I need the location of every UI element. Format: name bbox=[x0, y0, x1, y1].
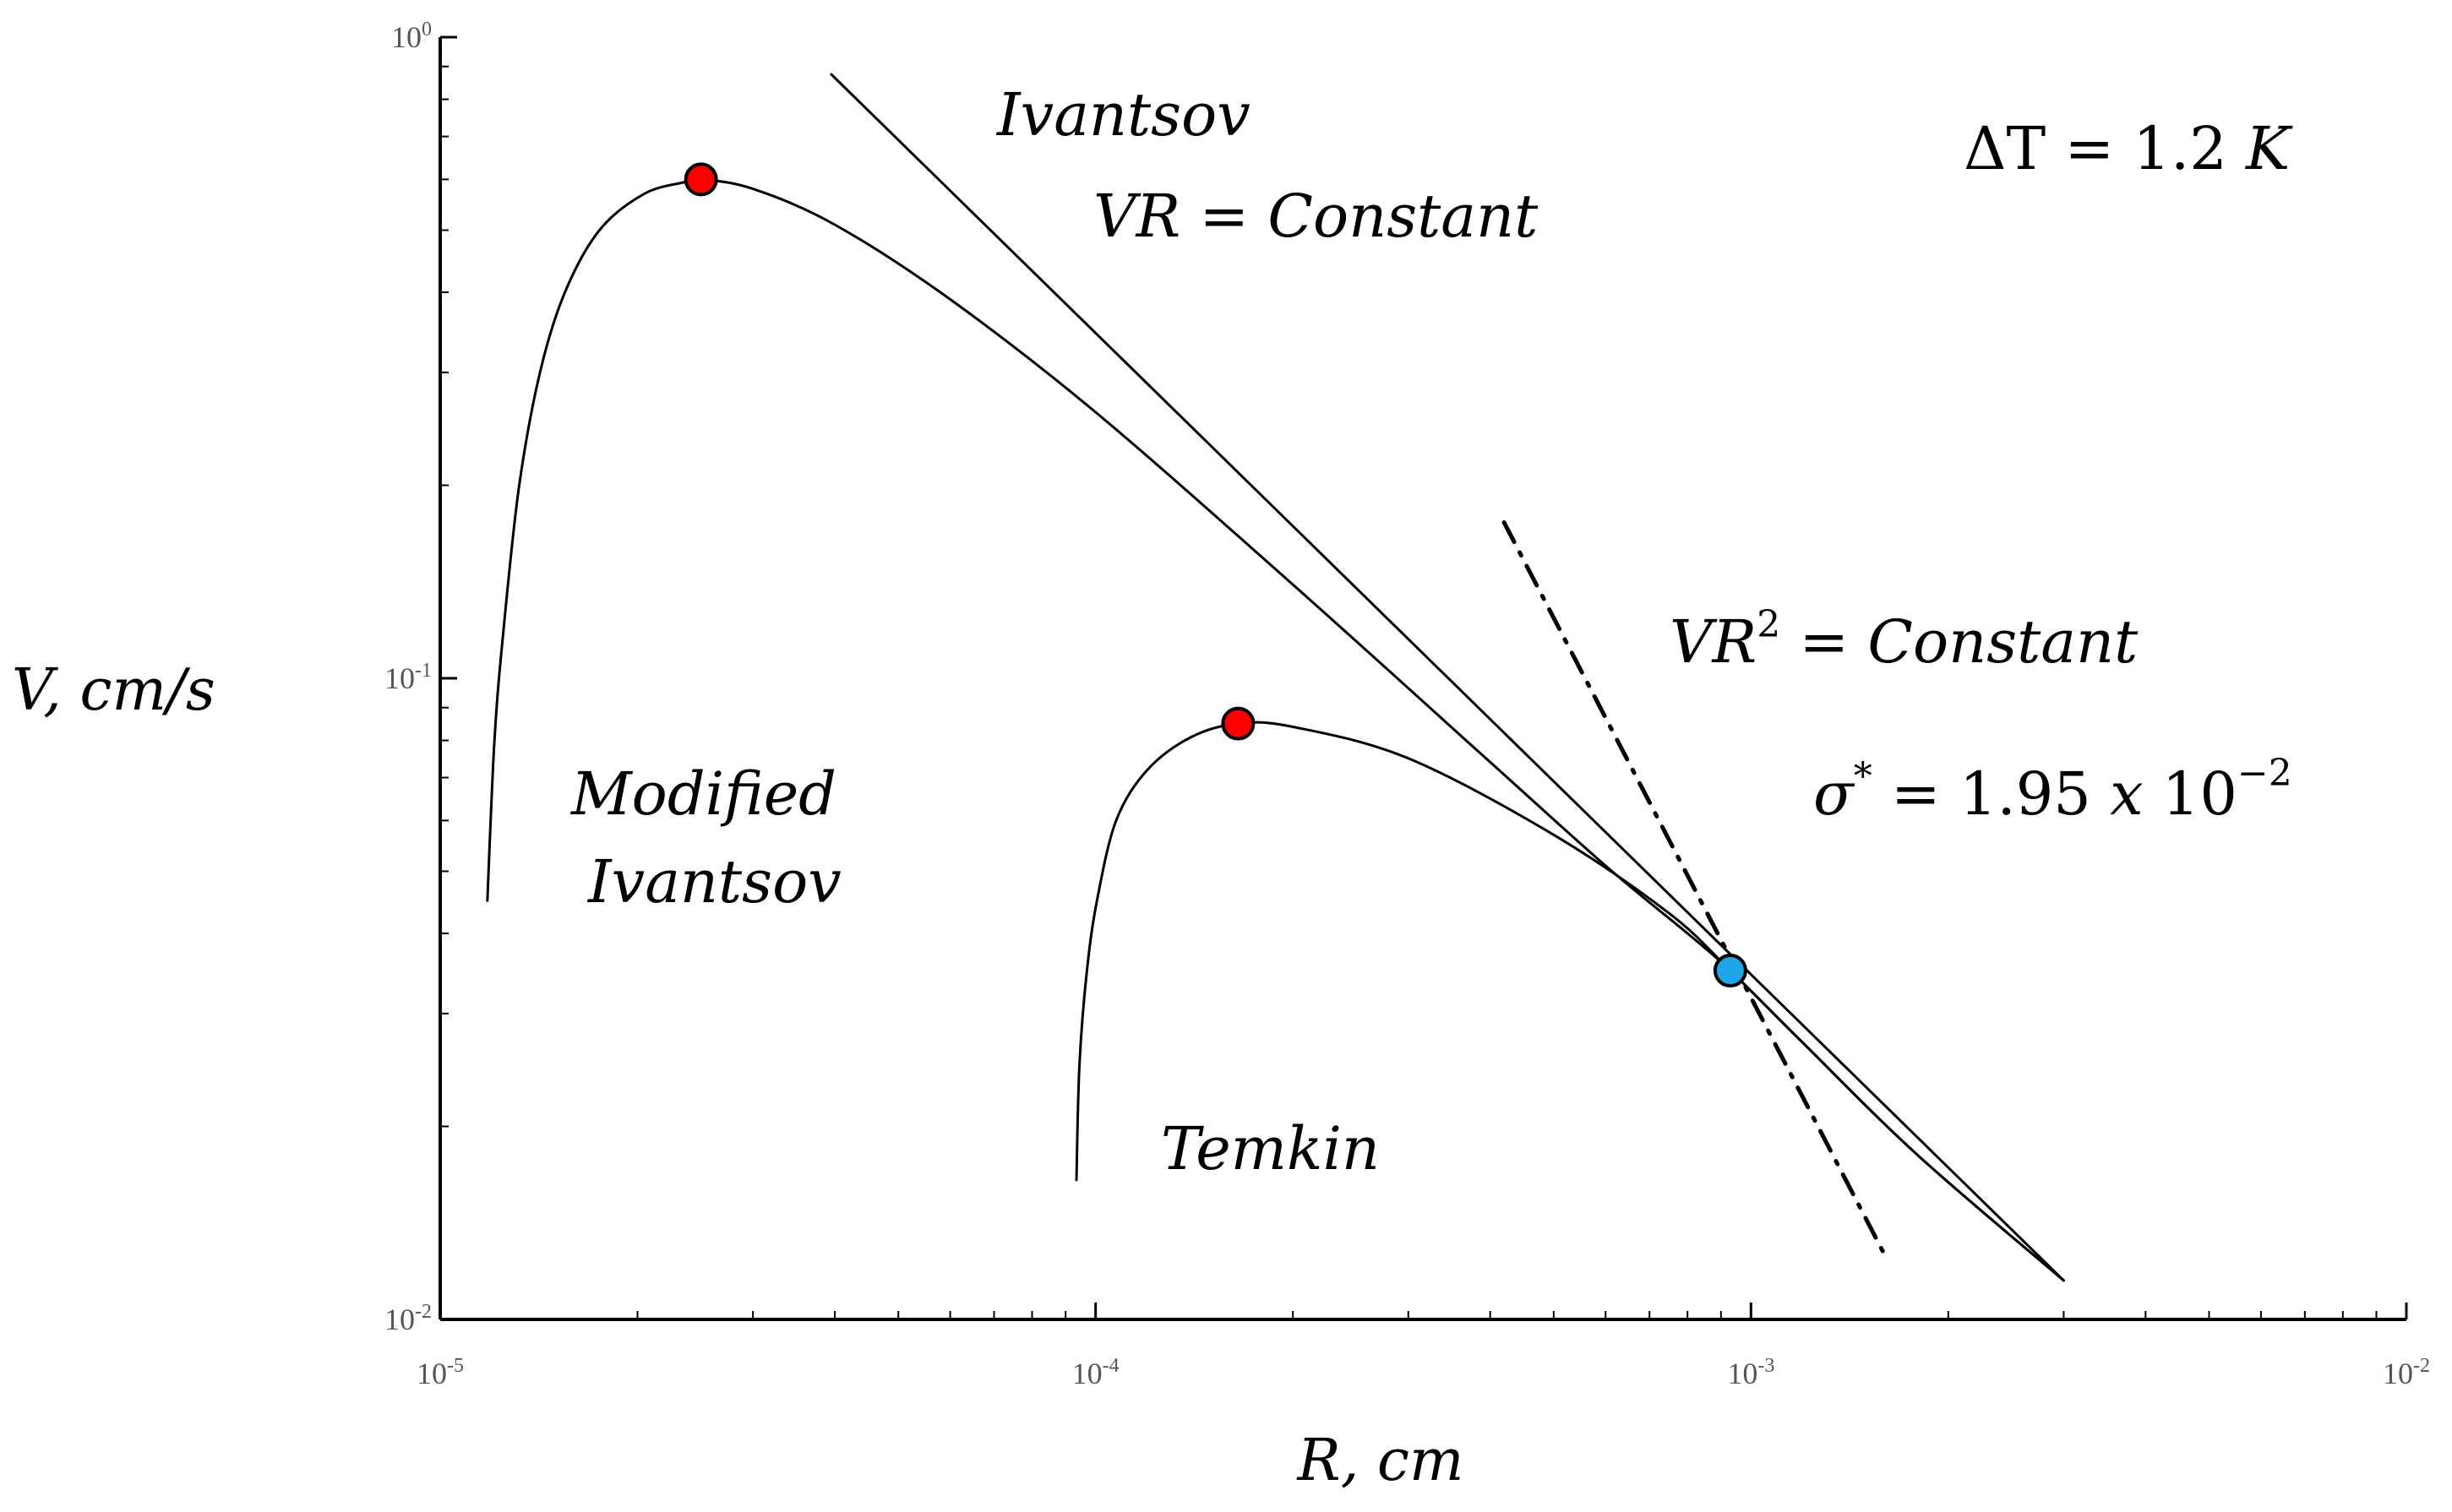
ivantsov-label: Ivantsov bbox=[995, 80, 1251, 150]
x-tick-label: 10-3 bbox=[1727, 1355, 1774, 1390]
x-tick-label: 10-2 bbox=[2383, 1355, 2430, 1390]
x-tick-base: 10 bbox=[2383, 1357, 2413, 1390]
sigma-star: * bbox=[1854, 755, 1872, 798]
x-tick-base: 10 bbox=[1727, 1357, 1757, 1390]
modified-ivantsov-label: Ivantsov bbox=[586, 847, 842, 916]
sigma-times: x bbox=[2110, 759, 2143, 829]
x-tick-base: 10 bbox=[1072, 1357, 1103, 1390]
x-tick-base: 10 bbox=[417, 1357, 447, 1390]
x-tick-exponent: -5 bbox=[447, 1355, 464, 1377]
sigma-label: σ* = 1.95 x 10−2 bbox=[1813, 752, 2292, 829]
y-tick-base: 10 bbox=[384, 1303, 415, 1336]
modified-ivantsov-max-marker bbox=[684, 162, 718, 197]
x-axis-title: R, cm bbox=[1296, 1428, 1464, 1494]
delta-t-value: = 1.2 bbox=[2046, 114, 2246, 183]
x-tick-label: 10-4 bbox=[1072, 1355, 1120, 1390]
x-tick-label: 10-5 bbox=[417, 1355, 464, 1390]
y-axis-title: V, cm/s bbox=[12, 657, 215, 724]
vr-constant-label: VR = Constant bbox=[1093, 182, 1539, 251]
series-ivantsov bbox=[830, 73, 2065, 1282]
marker-layer bbox=[684, 162, 1747, 988]
sigma-exponent: −2 bbox=[2237, 752, 2292, 795]
temkin-max-marker bbox=[1221, 706, 1256, 741]
vr2-base: VR bbox=[1670, 607, 1757, 677]
x-tick-exponent: -3 bbox=[1757, 1355, 1774, 1377]
sigma-ten: 10 bbox=[2144, 759, 2237, 829]
delta-t-unit: K bbox=[2244, 114, 2293, 183]
operating-point-marker bbox=[1713, 954, 1747, 988]
modified-label: Modified bbox=[569, 759, 836, 829]
y-tick-exponent: 0 bbox=[422, 19, 432, 41]
vr2-constant-label: VR2 = Constant bbox=[1670, 603, 2139, 677]
y-tick-label: 100 bbox=[391, 19, 432, 54]
series-layer bbox=[486, 73, 2065, 1282]
y-tick-exponent: -2 bbox=[415, 1301, 432, 1323]
x-ticks: 10-5 10-4 10-3 10-2 bbox=[417, 1303, 2430, 1390]
y-tick-base: 10 bbox=[391, 20, 422, 54]
series-vr-2-constant bbox=[1501, 520, 1888, 1258]
x-tick-exponent: -2 bbox=[2413, 1355, 2430, 1377]
sigma-symbol: σ bbox=[1813, 759, 1855, 829]
delta-t-symbol: ΔT bbox=[1964, 114, 2046, 183]
temkin-label: Temkin bbox=[1161, 1114, 1380, 1183]
x-tick-exponent: -4 bbox=[1103, 1355, 1120, 1377]
y-tick-base: 10 bbox=[384, 661, 415, 695]
vr2-exponent: 2 bbox=[1757, 603, 1780, 646]
y-tick-label: 10-2 bbox=[384, 1301, 432, 1336]
y-tick-label: 10-1 bbox=[384, 660, 432, 695]
sigma-value: = 1.95 bbox=[1872, 759, 2110, 829]
series-temkin bbox=[1075, 721, 2065, 1282]
y-tick-exponent: -1 bbox=[415, 660, 432, 682]
delta-t-label: ΔT = 1.2 K bbox=[1964, 114, 2293, 183]
vr2-rest: = Constant bbox=[1780, 607, 2139, 677]
